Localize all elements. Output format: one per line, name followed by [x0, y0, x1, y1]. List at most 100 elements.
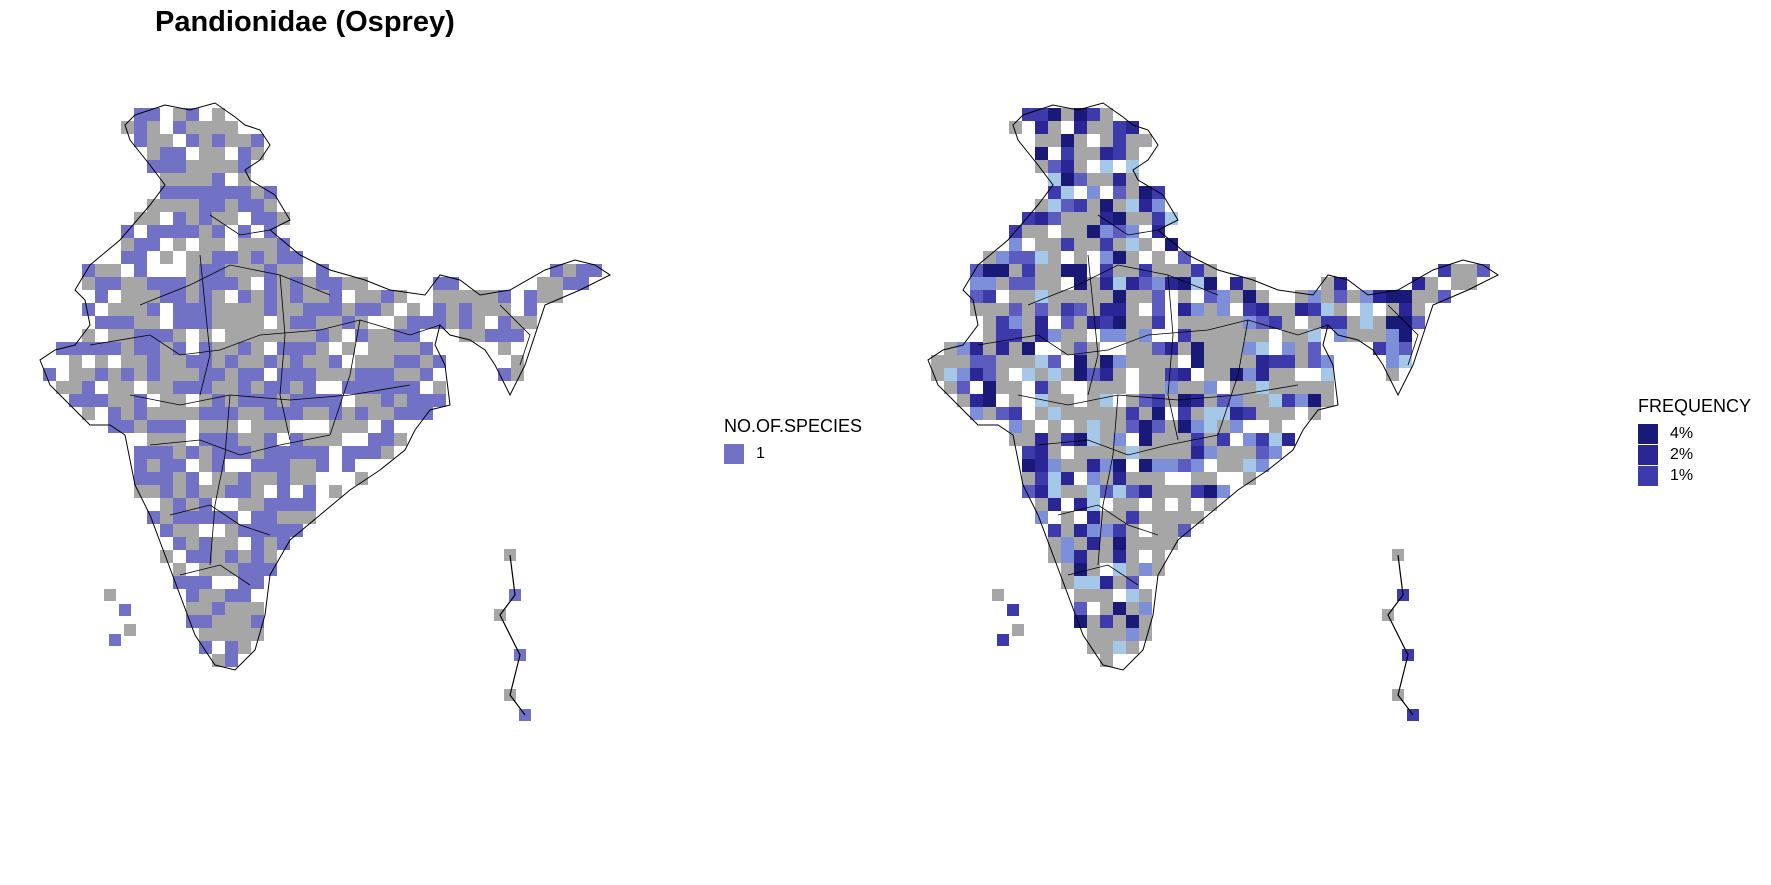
grid-cell [238, 368, 251, 381]
grid-cell [1139, 628, 1152, 641]
grid-cell [1048, 186, 1061, 199]
grid-cell [186, 485, 199, 498]
grid-cell [134, 134, 147, 147]
state-border [89, 319, 441, 356]
grid-cell [1100, 225, 1113, 238]
grid-cell [1048, 251, 1061, 264]
grid-cell [303, 472, 316, 485]
grid-cell [368, 329, 381, 342]
grid-cell [212, 134, 225, 147]
grid-cell [1165, 238, 1178, 251]
grid-cell [1386, 290, 1399, 303]
grid-cell [983, 368, 996, 381]
grid-cell [1191, 342, 1204, 355]
grid-cell [199, 641, 212, 654]
grid-cell [212, 108, 225, 121]
grid-cell [1087, 212, 1100, 225]
grid-cell [251, 303, 264, 316]
grid-cell [1139, 212, 1152, 225]
grid-cell [1048, 160, 1061, 173]
grid-cell [1152, 537, 1165, 550]
grid-cell [186, 160, 199, 173]
grid-cell [1126, 303, 1139, 316]
species-legend-item: 1 [724, 443, 862, 464]
state-border [1037, 434, 1219, 456]
grid-cell [225, 550, 238, 563]
grid-cell [134, 485, 147, 498]
grid-cell [134, 407, 147, 420]
grid-cell [1100, 212, 1113, 225]
grid-cell [329, 433, 342, 446]
state-border [199, 254, 211, 396]
grid-cell [1152, 251, 1165, 264]
grid-cell [1061, 433, 1074, 446]
grid-cell [1074, 329, 1087, 342]
grid-cell [1139, 602, 1152, 615]
grid-cell [1035, 147, 1048, 160]
grid-cell [1074, 147, 1087, 160]
grid-cell [329, 329, 342, 342]
grid-cell [1178, 290, 1191, 303]
grid-cell [1126, 121, 1139, 134]
species-map [39, 102, 611, 721]
grid-cell [316, 394, 329, 407]
grid-cell [944, 381, 957, 394]
grid-cell [1100, 121, 1113, 134]
grid-cell [1230, 446, 1243, 459]
grid-cell [173, 277, 186, 290]
grid-cell [1243, 459, 1256, 472]
grid-cell [1100, 381, 1113, 394]
grid-cell [407, 329, 420, 342]
grid-cell [1204, 394, 1217, 407]
grid-cell [1269, 433, 1282, 446]
grid-cell [1217, 485, 1230, 498]
grid-cell [186, 511, 199, 524]
grid-cell [550, 277, 563, 290]
grid-cell [1178, 394, 1191, 407]
grid-cell [1191, 446, 1204, 459]
grid-cell [1074, 576, 1087, 589]
grid-cell [433, 277, 446, 290]
species-legend-swatch [724, 443, 744, 464]
grid-cell [186, 212, 199, 225]
grid-cell [251, 199, 264, 212]
grid-cell [1048, 108, 1061, 121]
grid-cell [1243, 446, 1256, 459]
grid-cell [1217, 459, 1230, 472]
frequency-legend-title: FREQUENCY [1638, 396, 1752, 416]
grid-cell [1113, 576, 1126, 589]
species-legend-title: NO.OF.SPECIES [724, 416, 863, 436]
grid-cell [1204, 264, 1217, 277]
grid-cell [1191, 381, 1204, 394]
grid-cell [1113, 524, 1126, 537]
grid-cell [511, 329, 524, 342]
grid-cell [1035, 199, 1048, 212]
grid-cell [1087, 173, 1100, 186]
grid-cell [199, 199, 212, 212]
grid-cell [1360, 316, 1373, 329]
grid-cell [1074, 550, 1087, 563]
grid-cell [1139, 446, 1152, 459]
grid-cell [56, 381, 69, 394]
grid-cell [498, 329, 511, 342]
grid-cell [1009, 394, 1022, 407]
grid-cell [1009, 329, 1022, 342]
grid-cell [264, 407, 277, 420]
grid-cell [1191, 472, 1204, 485]
grid-cell [225, 121, 238, 134]
grid-cell [225, 381, 238, 394]
grid-cell [1126, 524, 1139, 537]
grid-cell [983, 303, 996, 316]
grid-cell [134, 342, 147, 355]
grid-cell [108, 264, 121, 277]
grid-cell [407, 368, 420, 381]
grid-cell [394, 433, 407, 446]
grid-cell [970, 394, 983, 407]
grid-cell [511, 368, 524, 381]
grid-cell [264, 446, 277, 459]
grid-cell [1048, 472, 1061, 485]
grid-cell [251, 433, 264, 446]
grid-cell [1009, 433, 1022, 446]
grid-cell [277, 251, 290, 264]
grid-cell [173, 511, 186, 524]
